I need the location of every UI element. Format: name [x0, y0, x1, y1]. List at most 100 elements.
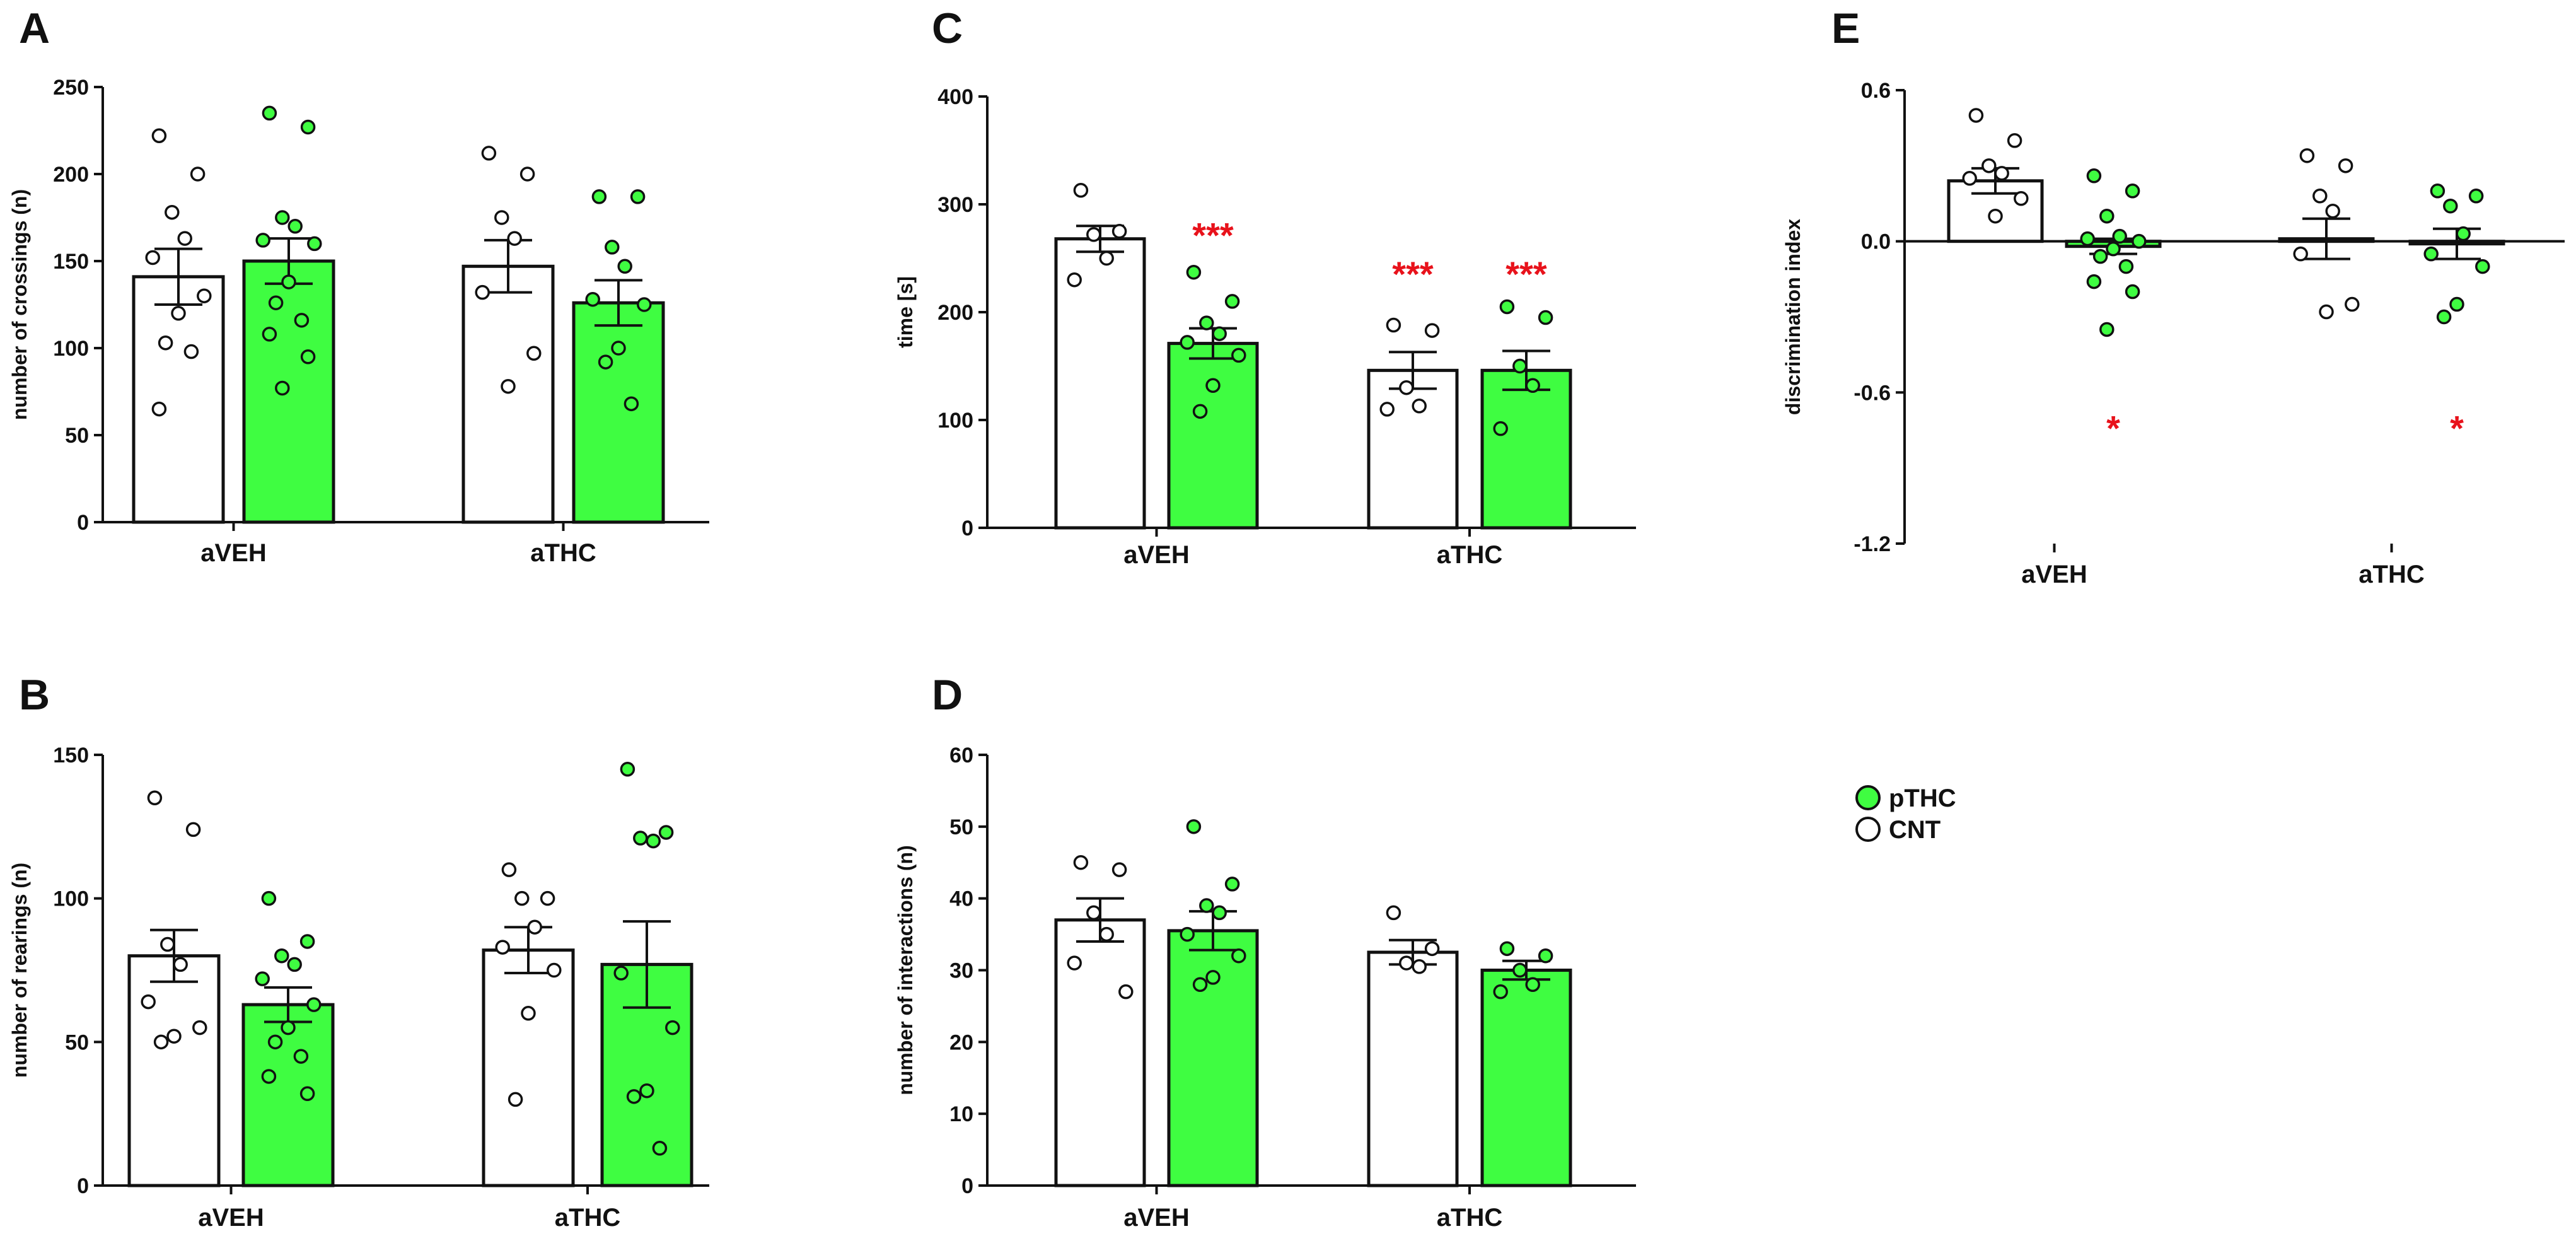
y-tick-label: 0 [77, 511, 89, 535]
data-point-pthc [591, 189, 607, 204]
data-point-pthc [1199, 898, 1214, 913]
x-category-label: aVEH [2021, 561, 2087, 588]
x-category-label: aTHC [1437, 1204, 1502, 1232]
data-point-cnt [1988, 208, 2003, 224]
data-point-pthc [1512, 962, 1528, 978]
data-point-cnt [197, 288, 212, 303]
data-point-pthc [2456, 226, 2471, 242]
panel-letter: B [19, 671, 50, 719]
y-tick-label: 150 [53, 743, 89, 767]
y-tick-label: 0 [961, 516, 973, 540]
significance-marker: *** [1192, 215, 1234, 255]
data-point-cnt [1379, 402, 1395, 417]
data-point-cnt [2299, 148, 2315, 163]
data-point-pthc [2086, 168, 2102, 184]
data-point-pthc [585, 291, 600, 307]
panel-letter: C [932, 4, 963, 52]
data-point-cnt [501, 378, 516, 394]
data-point-pthc [287, 957, 302, 972]
x-category-label: aTHC [555, 1204, 620, 1232]
y-tick-label: 10 [949, 1102, 973, 1126]
data-point-cnt [2007, 133, 2022, 148]
y-tick-label: 0.6 [1861, 79, 1891, 103]
data-point-cnt [1073, 855, 1089, 870]
data-point-pthc [598, 354, 613, 370]
data-point-cnt [1386, 905, 1401, 921]
data-point-pthc [287, 219, 303, 234]
y-tick-label: 40 [949, 887, 973, 911]
data-point-pthc [1192, 404, 1208, 419]
data-point-pthc [1224, 294, 1240, 309]
data-point-pthc [2099, 322, 2115, 337]
data-point-pthc [1180, 926, 1195, 942]
data-point-pthc [281, 274, 296, 289]
data-point-pthc [630, 189, 646, 204]
data-point-pthc [624, 396, 639, 412]
x-category-label: aVEH [1123, 541, 1190, 569]
data-point-pthc [2436, 309, 2452, 325]
y-tick-label: 60 [949, 743, 973, 767]
y-tick-label: 100 [937, 409, 973, 433]
data-point-cnt [153, 1034, 169, 1050]
bar-cnt [1367, 368, 1459, 530]
y-tick-label: 300 [937, 193, 973, 217]
data-point-cnt [527, 919, 542, 935]
data-point-pthc [1538, 948, 1553, 964]
data-point-pthc [633, 831, 648, 846]
data-point-cnt [1086, 905, 1101, 921]
data-point-cnt [151, 401, 167, 417]
data-point-pthc [255, 233, 270, 248]
data-point-pthc [281, 1020, 296, 1035]
data-point-cnt [1981, 158, 1997, 173]
data-point-cnt [171, 306, 186, 321]
significance-marker: * [2450, 408, 2464, 448]
data-point-cnt [1118, 984, 1134, 1000]
data-point-pthc [2092, 248, 2108, 264]
legend-label-pthc: pTHC [1889, 784, 1956, 812]
data-point-cnt [173, 957, 188, 972]
data-point-cnt [1099, 926, 1114, 942]
data-point-cnt [1111, 224, 1127, 239]
data-point-pthc [255, 971, 270, 986]
data-point-pthc [1499, 941, 1515, 957]
bar-cnt [1054, 918, 1146, 1187]
bar-cnt [1054, 237, 1146, 530]
data-point-cnt [2325, 203, 2340, 219]
data-point-pthc [299, 1086, 315, 1102]
data-point-cnt [183, 344, 199, 359]
data-point-cnt [494, 210, 509, 225]
panel-letter: D [932, 671, 963, 719]
bar-cnt [127, 954, 221, 1187]
data-point-pthc [262, 327, 277, 342]
y-tick-label: 20 [949, 1030, 973, 1054]
data-point-cnt [1968, 108, 1984, 123]
data-point-pthc [1212, 905, 1227, 921]
significance-marker: *** [1392, 254, 1434, 294]
data-point-pthc [293, 1049, 309, 1064]
y-tick-label: 200 [53, 163, 89, 187]
data-point-pthc [1231, 347, 1246, 363]
data-point-cnt [1962, 171, 1977, 186]
legend-label-cnt: CNT [1889, 816, 1941, 844]
data-point-cnt [1399, 380, 1414, 395]
y-tick-label: 100 [53, 887, 89, 911]
data-point-cnt [2293, 246, 2308, 262]
data-point-cnt [540, 890, 555, 906]
data-point-pthc [1512, 358, 1528, 374]
data-point-cnt [160, 936, 175, 952]
data-point-pthc [2430, 184, 2445, 199]
data-point-pthc [294, 313, 310, 328]
data-point-pthc [300, 349, 316, 364]
data-point-cnt [147, 790, 163, 806]
data-point-cnt [190, 166, 206, 182]
data-point-pthc [2112, 228, 2127, 244]
significance-marker: * [2106, 408, 2120, 448]
y-axis-label: number of crossings (n) [8, 189, 31, 420]
data-point-cnt [508, 1092, 523, 1107]
y-tick-label: 30 [949, 959, 973, 983]
y-tick-label: 0 [961, 1174, 973, 1198]
data-point-cnt [1424, 941, 1440, 957]
data-point-cnt [1412, 399, 1427, 414]
bar-pthc [572, 301, 665, 524]
